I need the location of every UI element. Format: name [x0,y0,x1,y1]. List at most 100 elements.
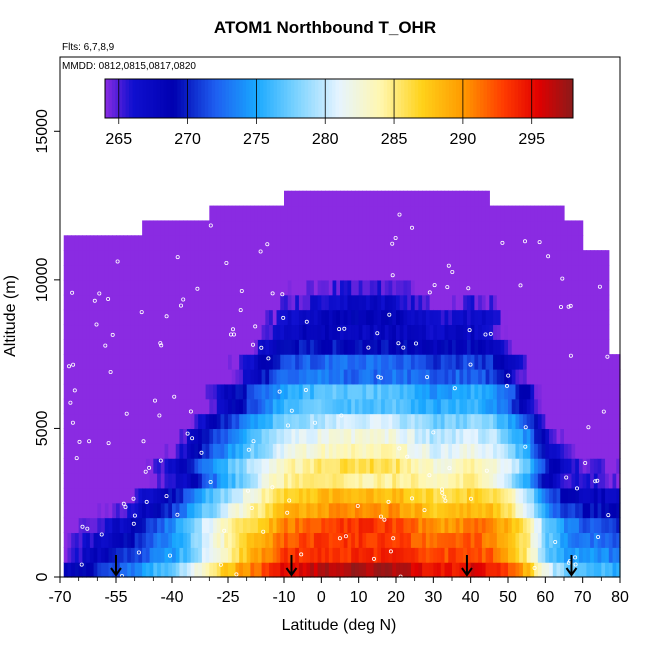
heatmap-cell [194,354,199,370]
heatmap-cell [545,294,550,311]
heatmap-cell [605,487,610,504]
flight-track-point [71,362,76,367]
heatmap-cell [448,487,453,504]
heatmap-cell [504,443,509,459]
heatmap-cell [493,369,498,385]
heatmap-cell [549,428,554,444]
colorbar-swatch [215,79,220,118]
heatmap-cell [612,413,617,430]
flight-track-point [77,439,82,444]
heatmap-cell [298,309,304,326]
heatmap-cell [130,398,136,415]
heatmap-cell [425,309,431,326]
profile-arrow-head [461,567,473,577]
heatmap-cell [377,413,382,430]
heatmap-cell [291,547,296,563]
heatmap-cell [552,324,558,340]
heatmap-cell [549,532,554,548]
heatmap-cell [340,443,345,459]
heatmap-cell [481,339,487,355]
heatmap-cell [205,265,210,281]
heatmap-cell [89,279,95,296]
colorbar-swatch [187,79,192,118]
heatmap-cell [530,473,535,489]
heatmap-cell [403,562,408,578]
heatmap-cell [153,339,158,355]
flight-track-point [285,423,290,428]
heatmap-cell [459,369,464,385]
heatmap-cell [284,547,289,563]
heatmap-cell [321,383,326,400]
heatmap-cell [396,294,401,311]
heatmap-cell [422,250,427,266]
heatmap-cell [86,398,91,415]
heatmap-cell [287,294,293,311]
heatmap-cell [321,324,326,340]
heatmap-cell [239,279,244,296]
heatmap-cell [175,473,181,489]
heatmap-cell [157,339,162,355]
heatmap-cell [104,398,110,415]
heatmap-cell [567,502,573,519]
heatmap-cell [328,250,334,266]
heatmap-cell [172,354,177,370]
heatmap-cell [89,443,95,459]
heatmap-cell [358,279,363,296]
heatmap-cell [422,443,427,459]
heatmap-cell [422,487,427,504]
heatmap-cell [157,413,162,430]
heatmap-cell [586,294,591,311]
heatmap-cell [373,250,378,266]
heatmap-cell [291,294,296,311]
heatmap-cell [63,562,69,578]
heatmap-cell [93,354,98,370]
heatmap-cell [549,309,554,326]
heatmap-cell [71,250,76,266]
heatmap-cell [138,294,143,311]
heatmap-cell [172,250,177,266]
heatmap-cell [452,294,457,311]
heatmap-cell [493,250,498,266]
heatmap-cell [183,562,188,578]
heatmap-cell [500,383,505,400]
heatmap-cell [433,473,438,489]
heatmap-cell [567,547,573,563]
heatmap-cell [343,443,349,459]
heatmap-cell [168,324,173,340]
heatmap-cell [418,562,423,578]
heatmap-cell [485,309,490,326]
heatmap-cell [496,279,502,296]
heatmap-cell [582,473,587,489]
flight-track-point [67,364,72,369]
heatmap-cell [455,279,461,296]
heatmap-cell [134,517,139,534]
heatmap-cell [590,487,595,504]
colorbar-tick-label: 275 [243,131,270,148]
heatmap-cell [384,473,390,489]
heatmap-cell [149,458,154,474]
heatmap-cell [526,517,531,534]
heatmap-cell [145,502,151,519]
heatmap-cell [474,517,479,534]
heatmap-cell [578,235,584,251]
heatmap-cell [508,205,513,222]
heatmap-cell [519,502,524,519]
x-tick-label: 20 [387,589,405,606]
heatmap-cell [209,369,214,385]
heatmap-cell [422,473,427,489]
heatmap-cell [575,473,580,489]
heatmap-cell [336,235,341,251]
heatmap-cell [123,265,128,281]
flight-track-point [559,304,564,309]
heatmap-cell [414,428,419,444]
heatmap-cell [366,383,371,400]
heatmap-cell [433,279,438,296]
heatmap-cell [564,324,569,340]
heatmap-cell [601,309,606,326]
heatmap-cell [231,265,237,281]
heatmap-cell [373,473,378,489]
heatmap-cell [593,458,599,474]
heatmap-cell [388,369,393,385]
heatmap-cell [224,383,229,400]
heatmap-cell [104,294,110,311]
